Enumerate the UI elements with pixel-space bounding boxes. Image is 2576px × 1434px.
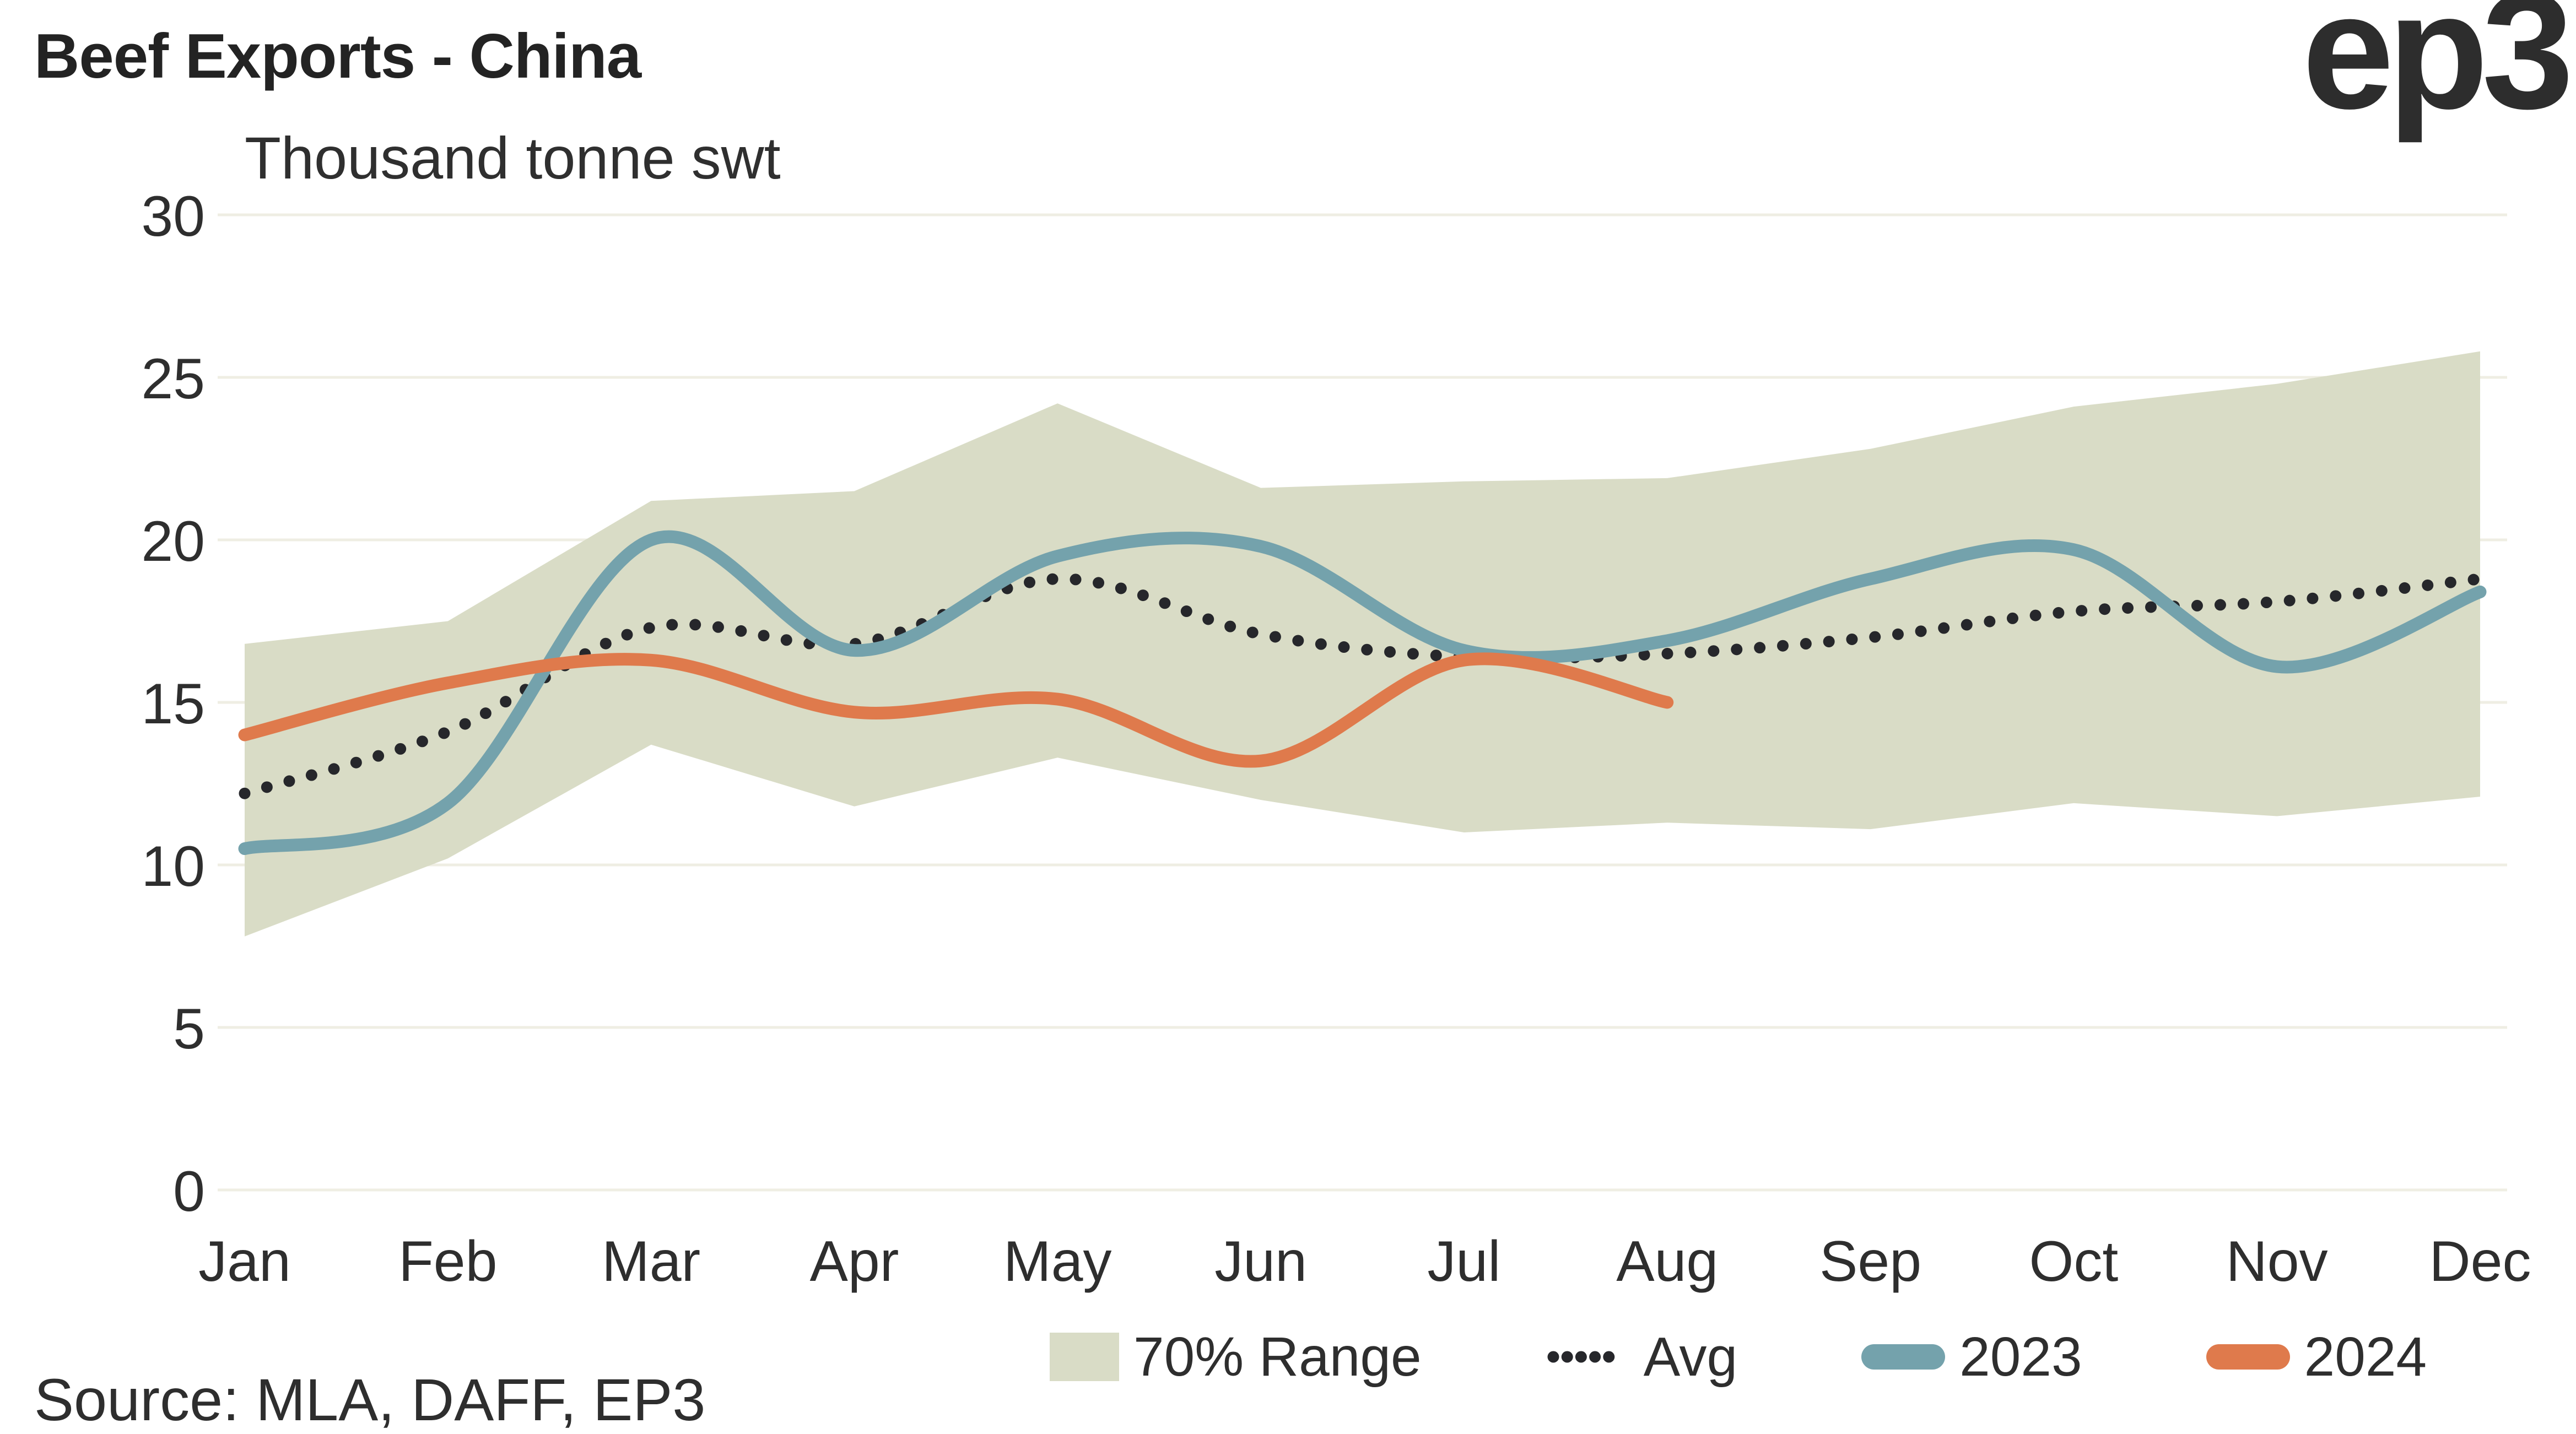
legend-item-2023: 2023 [1861,1325,2082,1389]
x-tick-label: Sep [1819,1230,1921,1294]
chart-title: Beef Exports - China [34,21,641,91]
y-tick-label: 25 [141,347,205,411]
line-2024 [238,652,1674,768]
x-tick-label: Feb [398,1230,497,1294]
x-tick-label: Dec [2429,1230,2531,1294]
line-2023-icon [1861,1344,1946,1370]
line-2024-icon [2206,1344,2290,1370]
legend-item-avg: Avg [1546,1325,1738,1389]
y-tick-label: 0 [173,1160,205,1224]
x-tick-label: Mar [602,1230,700,1294]
chart-legend: 70% Range Avg 2023 2024 [1050,1325,2427,1389]
x-tick-label: Jun [1214,1230,1307,1294]
x-tick-label: Aug [1616,1230,1718,1294]
source-note: Source: MLA, DAFF, EP3 [34,1366,706,1433]
y-tick-label: 10 [141,835,205,899]
legend-label-avg: Avg [1643,1325,1738,1388]
legend-item-2024: 2024 [2206,1325,2427,1389]
x-tick-label: Jul [1427,1230,1500,1294]
range-band [245,351,2480,937]
y-tick-label: 5 [173,997,205,1061]
legend-label-range: 70% Range [1133,1325,1422,1388]
legend-label-2023: 2023 [1959,1325,2082,1388]
y-tick-label: 30 [141,185,205,248]
line-2023 [238,530,2487,855]
x-tick-label: Nov [2226,1230,2328,1294]
axis-unit-label: Thousand tonne swt [245,125,781,191]
x-tick-label: Jan [198,1230,291,1294]
legend-item-range: 70% Range [1050,1325,1422,1389]
y-tick-label: 15 [141,672,205,736]
ep3-logo: ep3 [2302,0,2574,143]
x-tick-label: May [1003,1230,1111,1294]
x-tick-label: Oct [2029,1230,2118,1294]
legend-label-2024: 2024 [2304,1325,2427,1388]
y-tick-label: 20 [141,510,205,573]
range-swatch-icon [1050,1333,1119,1381]
x-tick-label: Apr [810,1230,899,1294]
avg-dots-icon [1547,1351,1629,1363]
